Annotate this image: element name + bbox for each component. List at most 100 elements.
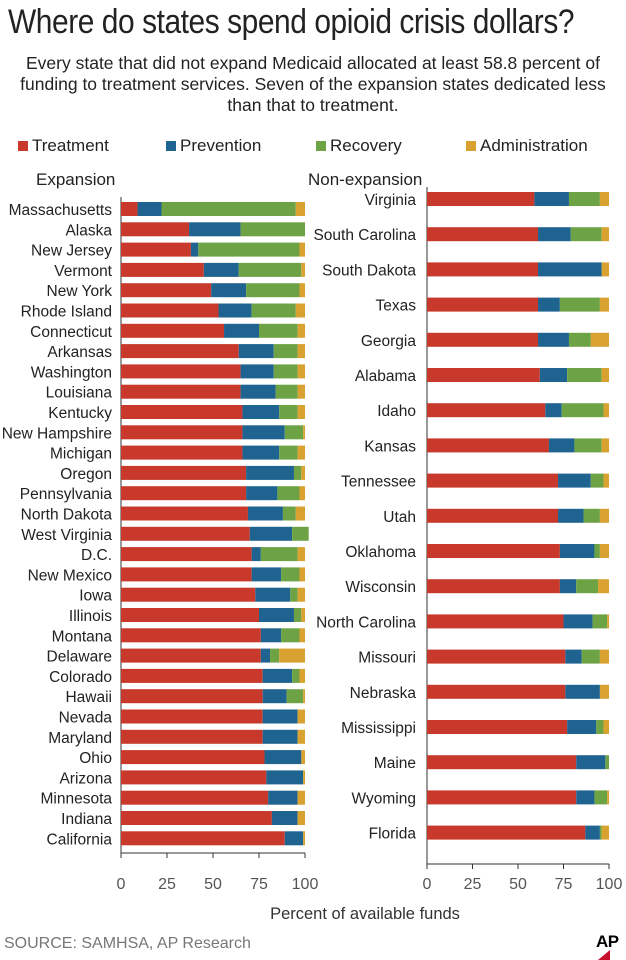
legend-item-recovery: Recovery [316,134,402,158]
bar-segment-prevention [567,720,597,734]
category-label: Montana [52,628,113,645]
bar-segment-administration [599,508,609,523]
bar-segment-recovery [574,438,602,453]
bar-segment-administration [303,770,305,785]
bar-segment-prevention [259,608,294,622]
category-label: Michigan [50,446,112,463]
category-label: Missouri [358,650,416,667]
category-label: Maine [374,755,416,772]
bar-segment-administration [590,332,609,347]
bar-segment-prevention [189,222,241,237]
bar-segment-prevention [262,709,298,724]
bar-segment-recovery [270,648,280,663]
bar-segment-administration [599,297,609,312]
bar-segment-recovery [592,614,608,629]
legend-item-prevention: Prevention [166,134,261,158]
bar-segment-prevention [284,831,304,846]
bar-segment-administration [297,547,305,562]
bar-segment-treatment [121,202,138,216]
category-label: Florida [369,826,417,843]
bar-segment-administration [303,689,305,704]
bar-segment-prevention [563,614,593,629]
bar-segment-treatment [121,750,265,765]
bar-segment-prevention [246,465,294,480]
bar-segment-recovery [599,825,602,840]
bar-segment-prevention [538,297,560,312]
category-label: North Carolina [316,614,416,631]
category-label: D.C. [81,547,112,564]
legend-label: Treatment [32,136,109,155]
bar-segment-administration [599,544,609,558]
category-label: Alaska [65,222,112,239]
bar-segment-administration [599,649,609,664]
category-label: North Dakota [21,507,113,524]
bar-segment-prevention [576,755,606,770]
bar-segment-administration [603,720,609,734]
x-tick-label: 50 [204,876,222,893]
bar-segment-treatment [427,720,568,734]
chart-title: Where do states spend opioid crisis doll… [8,3,575,41]
bar-segment-treatment [427,649,566,664]
bar-segment-prevention [539,368,568,382]
bar-segment-prevention [255,587,291,602]
bar-segment-administration [603,403,609,418]
category-label: Oklahoma [345,544,416,561]
bar-segment-prevention [559,544,595,558]
bar-segment-prevention [565,649,582,664]
bar-segment-administration [297,344,305,359]
bar-segment-prevention [262,668,293,683]
bar-segment-prevention [249,526,293,541]
bar-segment-recovery [238,262,302,277]
bar-segment-prevention [534,192,569,206]
category-label: Utah [383,509,416,526]
x-tick-label: 0 [423,876,432,893]
bar-segment-treatment [121,486,247,501]
bar-segment-administration [607,790,609,805]
bar-segment-recovery [293,465,302,480]
bar-segment-treatment [121,303,219,318]
bar-segment-prevention [576,790,595,805]
category-label: Virginia [365,192,417,209]
bar-segment-administration [295,506,305,521]
bar-segment-recovery [594,544,600,558]
bar-segment-administration [299,486,305,501]
bar-segment-recovery [282,506,296,521]
category-label: South Carolina [313,227,416,244]
category-label: Wyoming [352,790,416,807]
bar-segment-administration [297,587,305,602]
bar-segment-administration [607,614,609,629]
subtitle-line: than that to treatment. [227,95,399,115]
bar-segment-recovery [292,668,300,683]
bar-segment-treatment [121,222,190,237]
bar-segment-administration [601,262,609,277]
bar-segment-administration [599,192,609,206]
category-label: Oregon [60,466,112,483]
category-label: Georgia [361,333,417,350]
bar-segment-treatment [121,831,285,846]
bar-segment-recovery [277,486,300,501]
bar-segment-prevention [242,405,280,419]
bar-segment-treatment [121,364,241,379]
bar-segment-recovery [581,649,600,664]
bar-segment-recovery [561,403,604,418]
bar-segment-treatment [427,297,539,312]
bar-segment-recovery [293,608,302,622]
category-label: New Mexico [28,567,112,584]
subtitle-line: Every state that did not expand Medicaid… [26,53,600,73]
x-tick-label: 25 [158,876,176,893]
bar-segment-treatment [121,770,267,785]
bar-segment-administration [297,811,305,825]
category-label: Louisiana [46,385,113,402]
bar-segment-prevention [137,202,162,216]
bar-segment-treatment [121,465,247,480]
bar-segment-treatment [121,384,241,399]
x-tick-label: 50 [509,876,527,893]
category-label: New Jersey [31,243,112,260]
bar-segment-recovery [273,344,298,359]
ap-logo-triangle-icon [598,950,610,960]
bar-segment-administration [279,648,305,663]
bar-segment-treatment [121,323,225,338]
bar-segment-recovery [568,192,600,206]
bar-segment-treatment [121,283,212,298]
bar-segment-treatment [121,668,263,683]
